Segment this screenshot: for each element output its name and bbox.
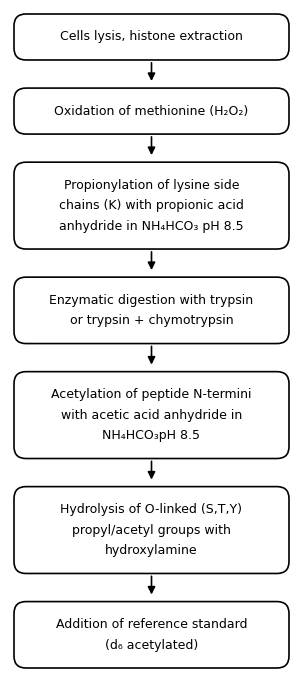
Text: Oxidation of methionine (H₂O₂): Oxidation of methionine (H₂O₂)	[54, 104, 249, 117]
FancyBboxPatch shape	[14, 14, 289, 60]
Text: anhydride in NH₄HCO₃ pH 8.5: anhydride in NH₄HCO₃ pH 8.5	[59, 220, 244, 233]
Text: Enzymatic digestion with trypsin: Enzymatic digestion with trypsin	[49, 294, 254, 307]
Text: Acetylation of peptide N-termini: Acetylation of peptide N-termini	[51, 388, 252, 401]
Text: Propionylation of lysine side: Propionylation of lysine side	[64, 179, 239, 192]
Text: chains (K) with propionic acid: chains (K) with propionic acid	[59, 199, 244, 212]
FancyBboxPatch shape	[14, 277, 289, 344]
Text: hydroxylamine: hydroxylamine	[105, 544, 198, 557]
FancyBboxPatch shape	[14, 372, 289, 458]
Text: Addition of reference standard: Addition of reference standard	[56, 618, 247, 631]
Text: propyl/acetyl groups with: propyl/acetyl groups with	[72, 524, 231, 537]
Text: (d₆ acetylated): (d₆ acetylated)	[105, 638, 198, 651]
FancyBboxPatch shape	[14, 162, 289, 249]
Text: with acetic acid anhydride in: with acetic acid anhydride in	[61, 409, 242, 421]
FancyBboxPatch shape	[14, 602, 289, 668]
Text: or trypsin + chymotrypsin: or trypsin + chymotrypsin	[70, 314, 233, 327]
Text: NH₄HCO₃pH 8.5: NH₄HCO₃pH 8.5	[102, 429, 201, 442]
FancyBboxPatch shape	[14, 487, 289, 574]
Text: Cells lysis, histone extraction: Cells lysis, histone extraction	[60, 31, 243, 44]
FancyBboxPatch shape	[14, 88, 289, 134]
Text: Hydrolysis of O-linked (S,T,Y): Hydrolysis of O-linked (S,T,Y)	[61, 503, 242, 516]
